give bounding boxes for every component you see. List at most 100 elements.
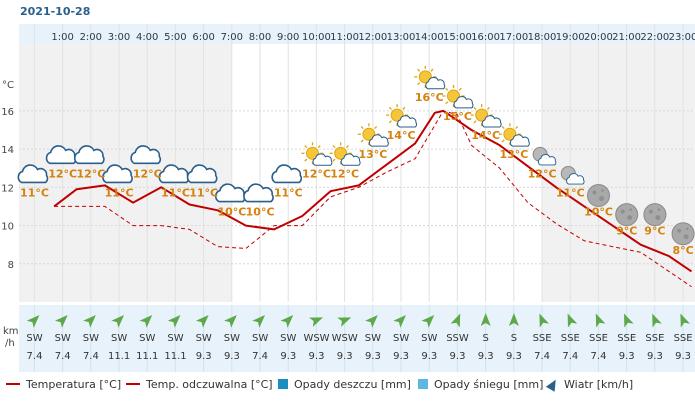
temp-label: 10°C <box>217 206 246 219</box>
legend-feels-like[interactable]: Temp. odczuwalna [°C] <box>126 375 273 393</box>
legend-snow-label: Opady śniegu [mm] <box>434 377 544 391</box>
sun-ray <box>304 158 308 162</box>
wind-speed-label: 11.1 <box>136 351 158 362</box>
temp-label: 14°C <box>471 129 500 142</box>
wind-speed-label: 7.4 <box>534 351 550 362</box>
wind-speed-label: 9.3 <box>619 351 635 362</box>
legend-feels-like-swatch <box>126 383 140 385</box>
sun-ray <box>445 101 449 105</box>
wind-direction-label: SSE <box>561 333 580 344</box>
hour-label: 22:00 <box>640 32 669 43</box>
wind-direction-arrow-icon <box>83 315 96 328</box>
partly-sunny-icon <box>414 65 446 90</box>
sun-ray <box>473 106 477 110</box>
hour-label: 7:00 <box>221 32 243 43</box>
wind-direction-arrow-icon <box>421 315 435 328</box>
wind-direction-arrow-icon <box>252 315 266 328</box>
hour-label: 12:00 <box>358 32 387 43</box>
wind-speed-label: 11.1 <box>164 351 186 362</box>
wind-direction-label: SSE <box>645 333 664 344</box>
wind-direction-label: S <box>483 333 489 344</box>
sun-ray <box>332 158 336 162</box>
hour-label: 19:00 <box>556 32 585 43</box>
sun-ray <box>402 106 406 110</box>
sun-icon <box>418 70 432 84</box>
partly-sunny-icon <box>470 104 502 128</box>
hour-label: 6:00 <box>192 32 214 43</box>
night-partly-cloudy-icon <box>532 146 557 166</box>
wind-direction-label: SW <box>393 333 409 344</box>
wind-direction-arrow-icon <box>393 315 407 328</box>
hour-label: 9:00 <box>277 32 299 43</box>
temp-label: 12°C <box>48 167 77 180</box>
temp-label: 13°C <box>499 148 528 161</box>
legend-rain[interactable]: Opady deszczu [mm] <box>278 375 411 393</box>
wind-direction-label: SW <box>167 333 183 344</box>
hour-label: 2:00 <box>80 32 102 43</box>
hour-label: 4:00 <box>136 32 158 43</box>
hour-label: 23:00 <box>669 32 695 43</box>
moon-icon <box>643 203 667 227</box>
hour-label: 11:00 <box>330 32 359 43</box>
temp-label: 14°C <box>387 129 416 142</box>
moon-crater <box>599 196 604 202</box>
moon-crater <box>601 189 604 192</box>
wind-speed-label: 7.4 <box>591 351 607 362</box>
wind-direction-label: SSE <box>617 333 636 344</box>
moon-icon <box>671 222 695 246</box>
wind-speed-label: 9.3 <box>450 351 466 362</box>
wind-speed-label: 7.4 <box>252 351 268 362</box>
hour-label: 14:00 <box>415 32 444 43</box>
temp-label: 16°C <box>415 91 444 104</box>
temp-label: 12°C <box>330 167 359 180</box>
wind-speed-label: 7.4 <box>55 351 71 362</box>
feels-like-line <box>54 110 692 288</box>
sun-ray <box>445 87 449 91</box>
sun-icon <box>447 89 460 103</box>
wind-direction-label: SW <box>224 333 240 344</box>
hour-label: 5:00 <box>164 32 186 43</box>
temp-label: 11°C <box>189 186 218 199</box>
wind-direction-label: SW <box>421 333 437 344</box>
y-tick-label: 16 <box>1 107 14 118</box>
wind-speed-label: 11.1 <box>108 351 130 362</box>
wind-direction-arrow-icon <box>680 313 691 328</box>
sun-ray <box>501 139 505 143</box>
hour-label: 16:00 <box>471 32 500 43</box>
sun-icon <box>503 127 517 141</box>
temp-label: 12°C <box>76 167 105 180</box>
moon-crater <box>627 215 633 221</box>
wind-direction-arrow-icon <box>195 315 209 328</box>
wind-direction-label: SW <box>55 333 71 344</box>
wind-direction-arrow-icon <box>111 315 125 328</box>
wind-speed-label: 7.4 <box>83 351 99 362</box>
wind-direction-arrow-icon <box>595 313 606 328</box>
sun-ray <box>360 139 364 143</box>
sun-ray <box>360 125 364 130</box>
hour-label: 15:00 <box>443 32 472 43</box>
legend-temperature[interactable]: Temperatura [°C] <box>6 375 121 393</box>
moon-crater <box>629 208 632 211</box>
temp-label: 11°C <box>274 186 303 199</box>
sun-icon <box>390 108 404 122</box>
legend-snow[interactable]: Opady śniegu [mm] <box>418 375 543 393</box>
moon-crater <box>655 215 661 221</box>
moon-shape <box>615 203 639 227</box>
legend-wind[interactable]: Wiatr [km/h] <box>545 375 633 393</box>
moon-shape <box>671 222 695 246</box>
sun-ray <box>332 145 336 149</box>
moon-crater <box>677 228 682 233</box>
wind-direction-arrow-icon <box>54 315 68 328</box>
legend-rain-swatch <box>278 379 288 389</box>
temp-label: 9°C <box>644 225 665 238</box>
wind-speed-label: 9.3 <box>421 351 437 362</box>
wind-direction-label: SSE <box>589 333 608 344</box>
wind-speed-label: 9.3 <box>393 351 409 362</box>
hour-label: 1:00 <box>51 32 73 43</box>
temp-label: 11°C <box>556 186 585 199</box>
wind-speed-label: 9.3 <box>224 351 240 362</box>
wind-direction-arrow-icon <box>224 315 237 328</box>
partly-sunny-icon <box>301 142 333 166</box>
